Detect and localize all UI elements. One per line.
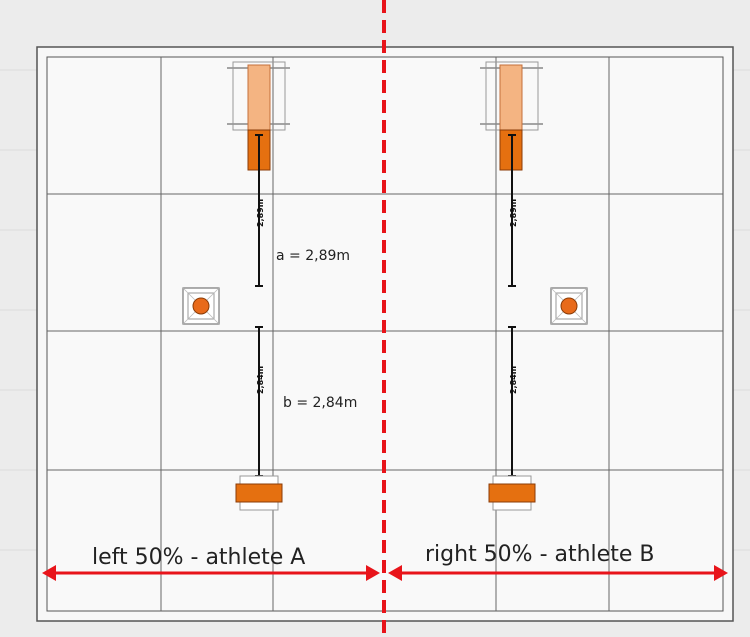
right-measure-a: [508, 134, 516, 287]
right-zone-label: right 50% - athlete B: [425, 542, 654, 567]
label-a: a = 2,89m: [276, 248, 350, 264]
label-b: b = 2,84m: [283, 395, 357, 411]
left-measure-a: [255, 134, 263, 287]
right-dim-a-text: 2,89m: [509, 199, 518, 227]
right-marker-icon: [550, 287, 588, 325]
left-marker-icon: [182, 287, 220, 325]
right-zone-arrow: [388, 565, 728, 581]
right-base-plate: [488, 475, 536, 511]
left-base-plate: [235, 475, 283, 511]
left-dim-b-text: 2,84m: [256, 366, 265, 394]
left-zone-arrow: [42, 565, 380, 581]
left-zone-label: left 50% - athlete A: [92, 545, 305, 570]
right-dim-b-text: 2,84m: [509, 366, 518, 394]
left-dim-a-text: 2,89m: [256, 199, 265, 227]
